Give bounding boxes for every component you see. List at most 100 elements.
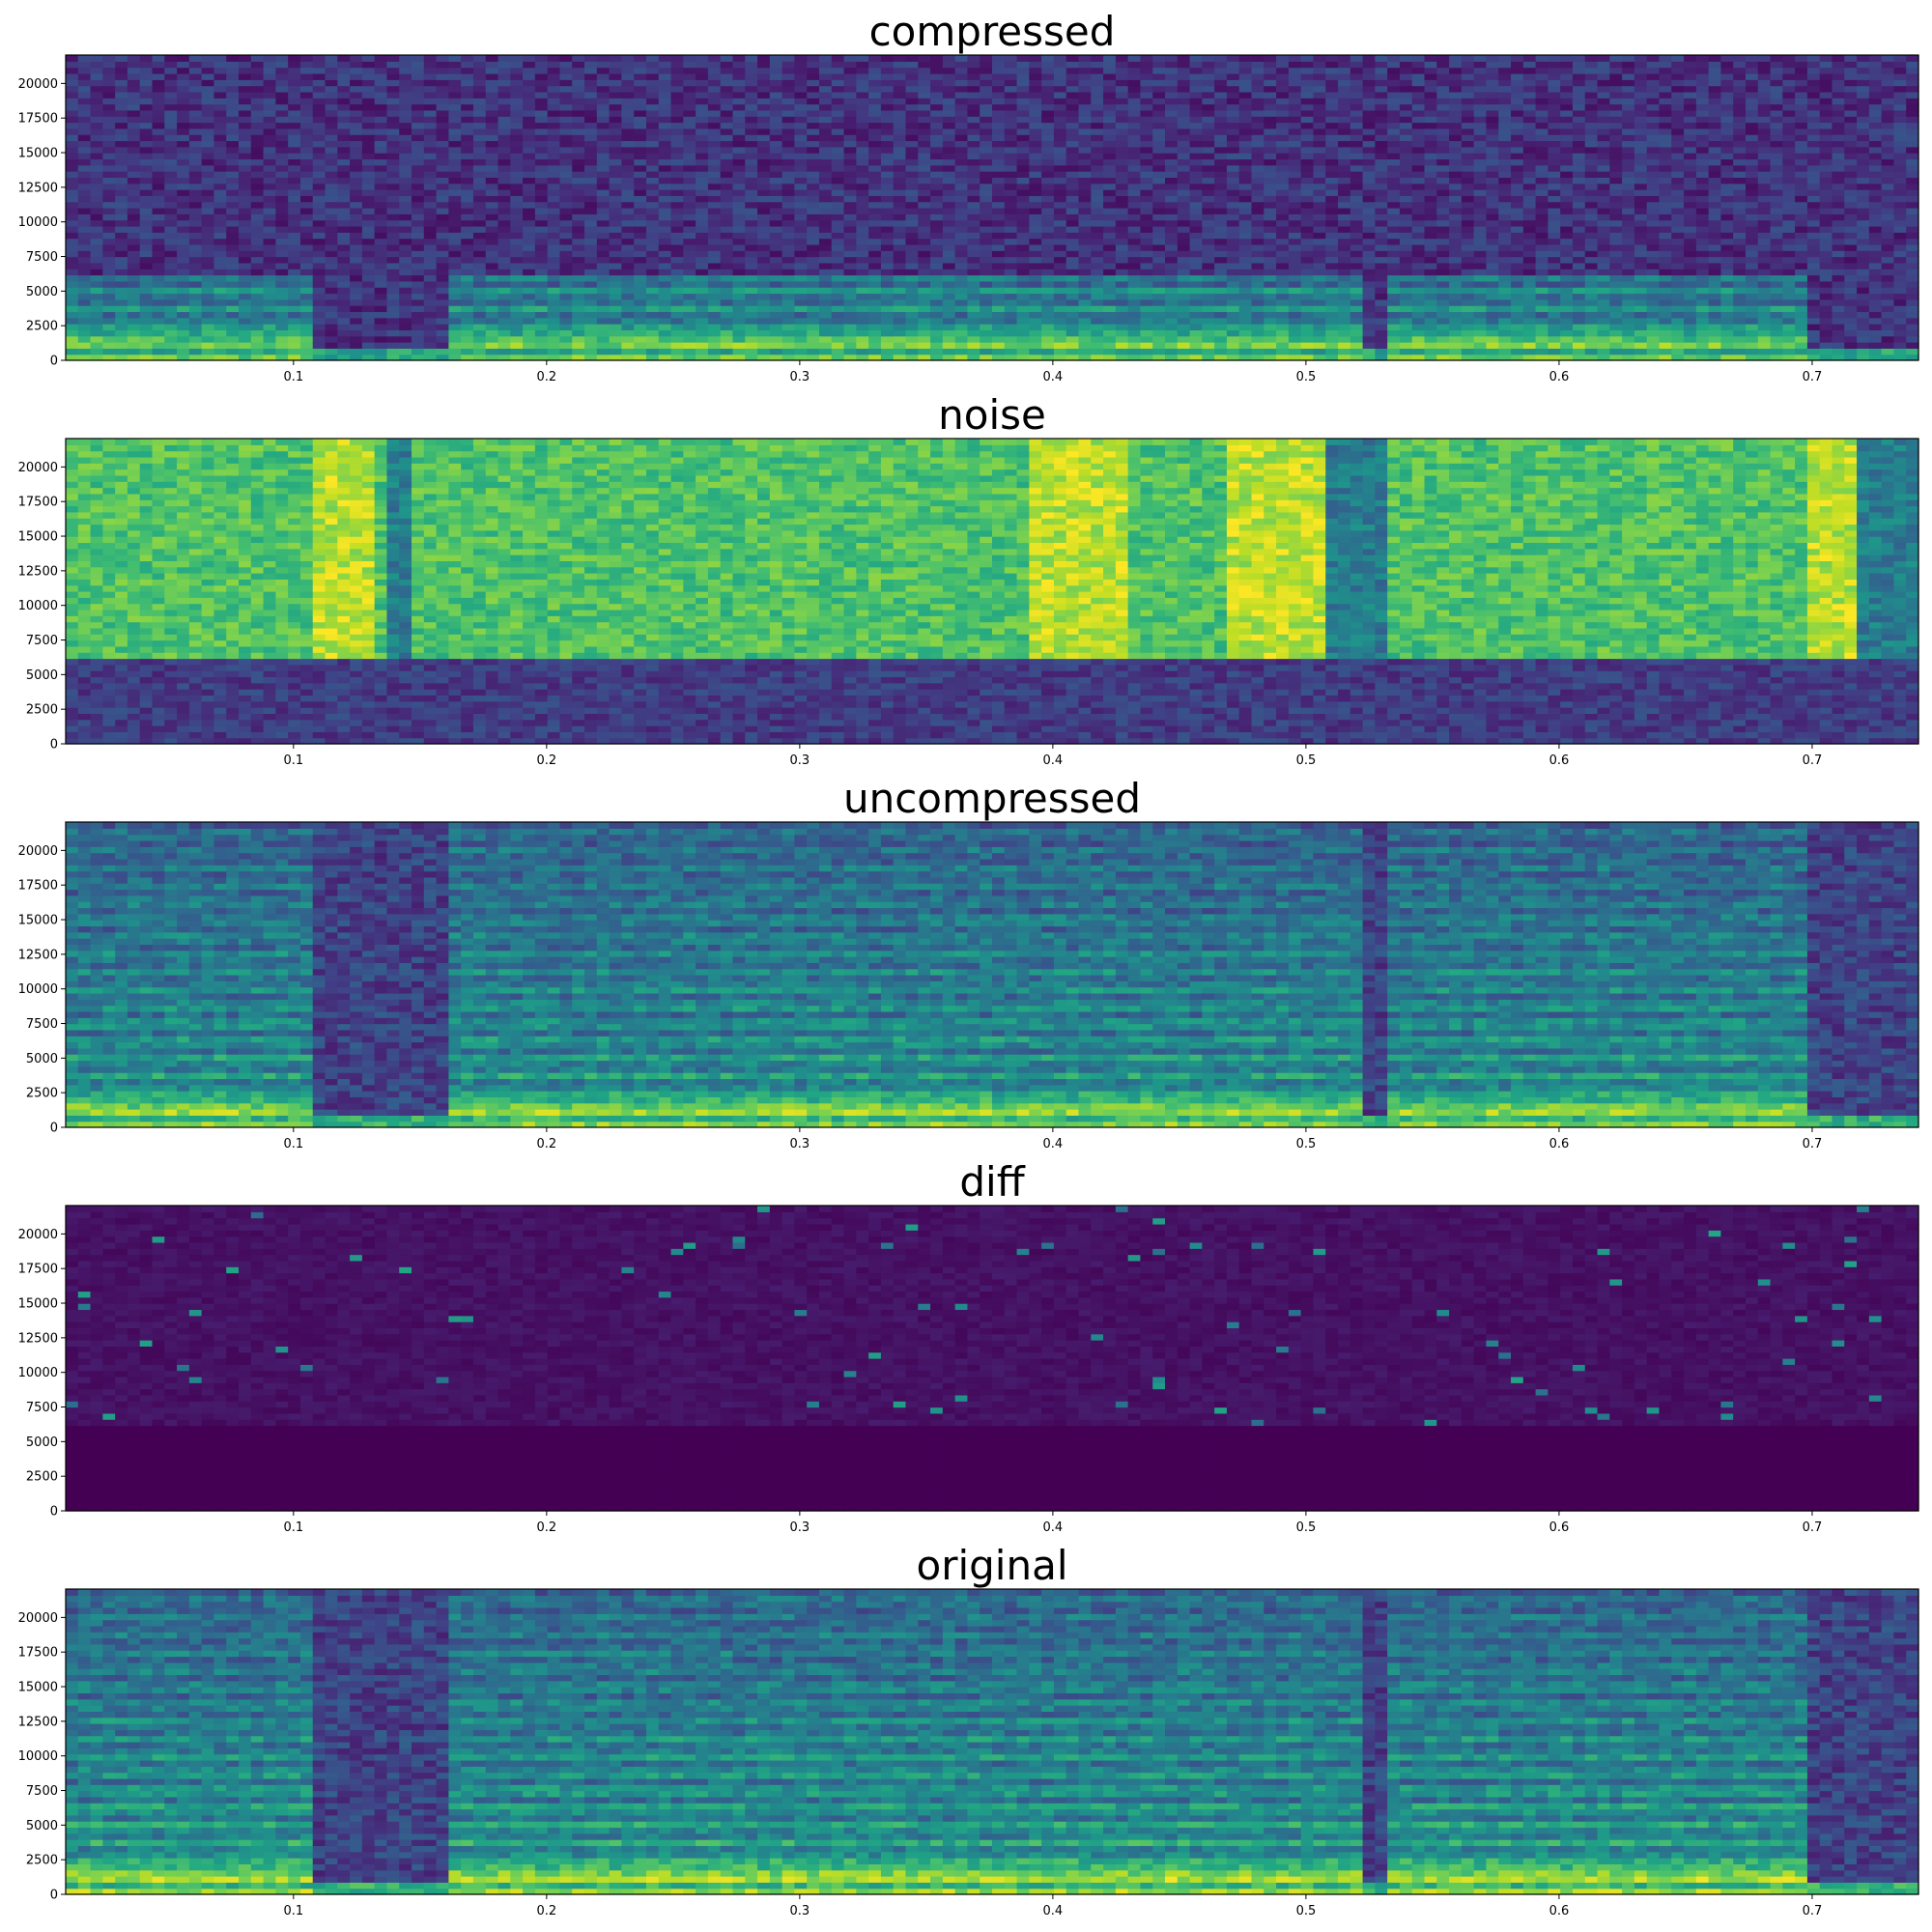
heatmap-cell: [350, 239, 362, 245]
heatmap-cell: [399, 116, 412, 123]
heatmap-cell: [1190, 305, 1203, 312]
heatmap-cell: [992, 177, 1005, 184]
heatmap-cell: [1190, 147, 1203, 154]
heatmap-cell: [326, 171, 338, 178]
heatmap-cell: [844, 123, 857, 129]
heatmap-cell: [510, 68, 523, 74]
heatmap-cell: [1116, 324, 1128, 330]
heatmap-cell: [1227, 250, 1239, 257]
heatmap-cell: [375, 61, 387, 68]
heatmap-cell: [943, 171, 955, 178]
heatmap-cell: [153, 293, 165, 299]
heatmap-cell: [1239, 140, 1252, 147]
heatmap-cell: [980, 239, 992, 245]
heatmap-cell: [559, 311, 572, 318]
heatmap-cell: [115, 213, 128, 220]
heatmap-cell: [102, 257, 115, 264]
heatmap-cell: [1066, 318, 1079, 325]
heatmap-cell: [894, 128, 906, 135]
heatmap-cell: [1103, 324, 1116, 330]
heatmap-cell: [967, 189, 980, 196]
heatmap-cell: [1214, 195, 1227, 202]
heatmap-cell: [1190, 73, 1203, 80]
heatmap-cell: [881, 140, 894, 147]
heatmap-cell: [721, 232, 733, 239]
heatmap-cell: [461, 165, 473, 172]
heatmap-cell: [1190, 318, 1203, 325]
heatmap-cell: [832, 195, 844, 202]
heatmap-cell: [288, 275, 300, 282]
heatmap-cell: [498, 336, 511, 343]
heatmap-cell: [437, 208, 449, 214]
heatmap-cell: [1128, 226, 1141, 233]
heatmap-cell: [572, 134, 584, 141]
heatmap-cell: [1227, 140, 1239, 147]
heatmap-cell: [473, 257, 486, 264]
heatmap-cell: [856, 287, 868, 294]
heatmap-cell: [177, 92, 189, 99]
heatmap-cell: [856, 86, 868, 93]
heatmap-cell: [732, 171, 745, 178]
heatmap-cell: [1190, 195, 1203, 202]
heatmap-cell: [153, 73, 165, 80]
heatmap-cell: [412, 68, 424, 74]
heatmap-cell: [696, 269, 708, 275]
heatmap-cell: [1289, 153, 1301, 159]
heatmap-cell: [943, 244, 955, 251]
heatmap-cell: [251, 239, 264, 245]
heatmap-cell: [288, 257, 300, 264]
heatmap-cell: [1017, 123, 1030, 129]
heatmap-cell: [967, 213, 980, 220]
heatmap-cell: [671, 299, 684, 306]
heatmap-cell: [832, 147, 844, 154]
heatmap-cell: [510, 287, 523, 294]
heatmap-cell: [1079, 189, 1092, 196]
heatmap-cell: [794, 177, 807, 184]
heatmap-cell: [980, 195, 992, 202]
heatmap-cell: [424, 92, 437, 99]
heatmap-cell: [1005, 116, 1017, 123]
heatmap-cell: [523, 281, 535, 288]
heatmap-cell: [918, 171, 930, 178]
heatmap-cell: [153, 336, 165, 343]
heatmap-cell: [102, 158, 115, 165]
heatmap-cell: [708, 92, 721, 99]
heatmap-cell: [1152, 213, 1165, 220]
heatmap-cell: [955, 257, 968, 264]
heatmap-cell: [1005, 55, 1017, 62]
heatmap-cell: [955, 68, 968, 74]
heatmap-cell: [671, 68, 684, 74]
heatmap-cell: [770, 116, 782, 123]
heatmap-cell: [535, 202, 548, 209]
heatmap-cell: [375, 257, 387, 264]
heatmap-cell: [671, 220, 684, 227]
heatmap-cell: [1152, 263, 1165, 270]
heatmap-cell: [794, 110, 807, 117]
heatmap-cell: [646, 158, 659, 165]
heatmap-cell: [782, 220, 795, 227]
heatmap-cell: [510, 140, 523, 147]
heatmap-cell: [448, 134, 461, 141]
heatmap-cell: [745, 140, 757, 147]
heatmap-cell: [732, 202, 745, 209]
heatmap-cell: [671, 153, 684, 159]
heatmap-cell: [1165, 287, 1178, 294]
heatmap-cell: [251, 305, 264, 312]
heatmap-cell: [239, 86, 251, 93]
heatmap-cell: [1079, 275, 1092, 282]
heatmap-cell: [844, 158, 857, 165]
heatmap-cell: [535, 55, 548, 62]
heatmap-cell: [1165, 171, 1178, 178]
heatmap-cell: [708, 147, 721, 154]
heatmap-cell: [239, 263, 251, 270]
heatmap-cell: [659, 110, 671, 117]
heatmap-cell: [226, 140, 239, 147]
heatmap-cell: [78, 342, 91, 349]
heatmap-cell: [386, 324, 399, 330]
heatmap-cell: [1202, 305, 1214, 312]
heatmap-cell: [461, 305, 473, 312]
heatmap-cell: [523, 92, 535, 99]
heatmap-cell: [399, 220, 412, 227]
heatmap-cell: [288, 220, 300, 227]
heatmap-cell: [905, 324, 918, 330]
